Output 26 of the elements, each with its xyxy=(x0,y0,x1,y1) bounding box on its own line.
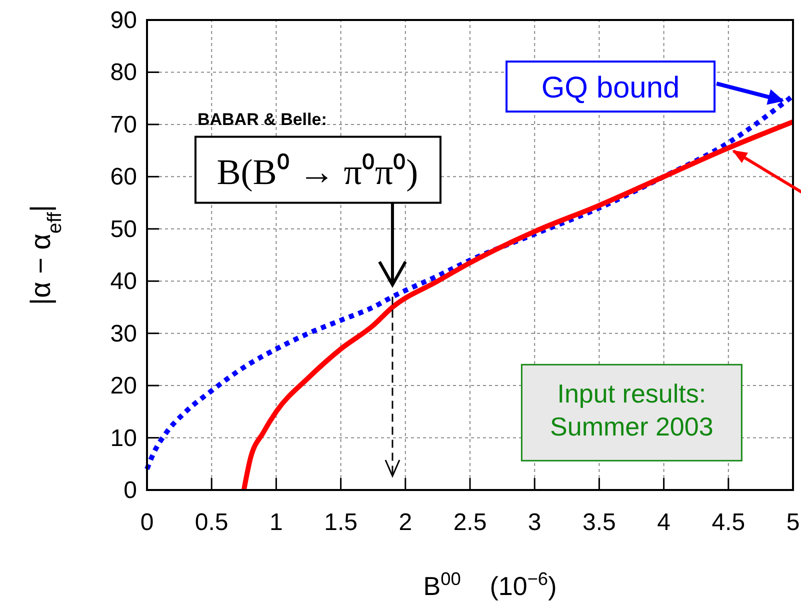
annotation: GQ bound xyxy=(541,72,680,105)
x-tick-label: 4 xyxy=(657,509,670,536)
annotation: B(B⁰ → π⁰π⁰) xyxy=(216,152,418,192)
x-tick-label: 0 xyxy=(140,509,154,536)
y-tick-label: 60 xyxy=(110,164,137,191)
annotation: Input results: Summer 2003 xyxy=(550,378,714,442)
y-tick-label: 80 xyxy=(110,59,137,86)
x-tick-label: 5 xyxy=(786,509,800,536)
annotation: BABAR & Belle: xyxy=(197,110,327,129)
x-tick-label: 3 xyxy=(528,509,542,536)
x-tick-label: 2.5 xyxy=(453,509,487,536)
y-tick-label: 50 xyxy=(110,216,137,243)
x-tick-label: 3.5 xyxy=(582,509,616,536)
x-tick-label: 1.5 xyxy=(324,509,358,536)
y-tick-label: 70 xyxy=(110,111,137,138)
y-tick-label: 0 xyxy=(124,477,137,504)
y-tick-label: 10 xyxy=(110,424,137,452)
y-tick-label: 90 xyxy=(110,7,137,34)
text: B$^{00}$ (10$^{−6}$) xyxy=(423,569,557,601)
x-tick-label: 0.5 xyxy=(194,509,228,536)
y-tick-label: 30 xyxy=(110,320,137,348)
x-tick-label: 1 xyxy=(270,509,283,536)
x-tick-label: 4.5 xyxy=(712,509,746,536)
x-tick-label: 2 xyxy=(398,509,412,536)
y-tick-label: 40 xyxy=(110,268,137,296)
y-tick-label: 20 xyxy=(110,372,137,400)
